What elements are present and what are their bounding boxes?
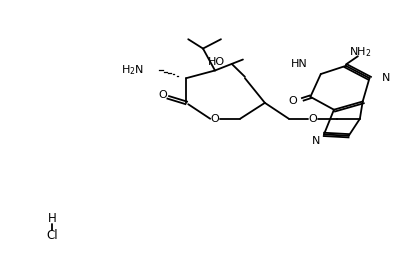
Text: N: N bbox=[381, 73, 389, 83]
Text: HN: HN bbox=[290, 60, 307, 70]
Text: O: O bbox=[308, 114, 316, 124]
Text: N: N bbox=[311, 136, 319, 146]
Text: O: O bbox=[158, 90, 166, 100]
Text: O: O bbox=[288, 96, 297, 106]
Text: H: H bbox=[48, 212, 57, 225]
Text: H$_2$N: H$_2$N bbox=[121, 64, 144, 77]
Text: Cl: Cl bbox=[47, 229, 58, 242]
Text: NH$_2$: NH$_2$ bbox=[348, 45, 371, 59]
Text: O: O bbox=[210, 114, 219, 124]
Text: HO: HO bbox=[207, 57, 225, 67]
